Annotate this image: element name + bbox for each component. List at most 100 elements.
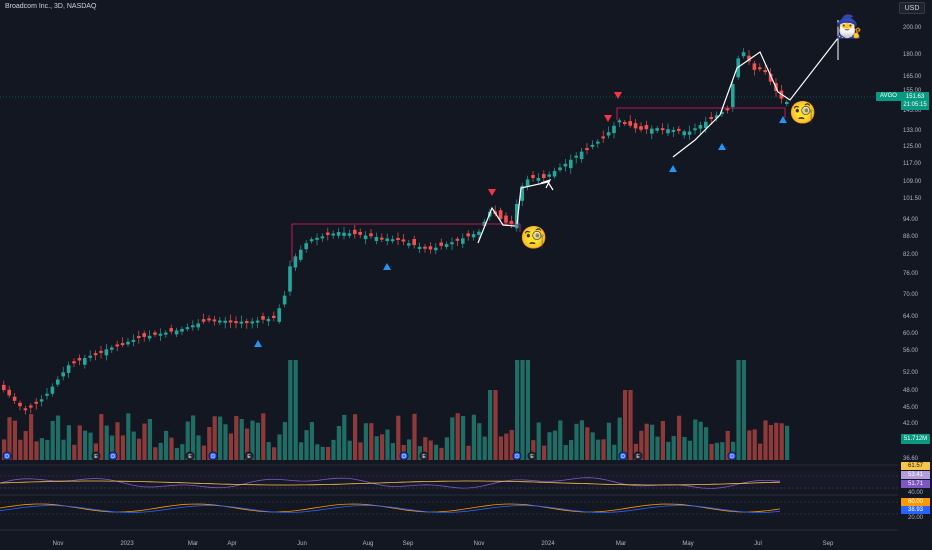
candle-body: [396, 238, 400, 241]
candle-body: [147, 335, 152, 339]
candle-body: [785, 102, 789, 104]
volume-bar: [671, 436, 676, 460]
volume-bar: [185, 421, 190, 460]
candle-body: [574, 155, 578, 158]
price-axis-label: 70.00: [903, 292, 919, 298]
volume-bar: [147, 418, 152, 460]
volume-bar: [774, 422, 779, 460]
volume-bar: [450, 417, 455, 460]
volume-bar: [704, 427, 709, 460]
volume-bar: [110, 435, 115, 460]
candle-body: [747, 55, 751, 62]
volume-bar: [261, 413, 266, 460]
candle-body: [596, 141, 600, 144]
candle-body: [639, 126, 643, 130]
stoch-d-line: [0, 505, 781, 513]
volume-bar: [596, 439, 601, 460]
earnings-marker[interactable]: E: [633, 451, 643, 461]
volume-bar: [617, 417, 622, 460]
volume-bar: [747, 430, 752, 460]
dividend-marker[interactable]: D: [512, 451, 522, 461]
candle-body: [628, 121, 632, 126]
volume-bar: [644, 423, 649, 460]
candle-body: [369, 233, 373, 237]
candle-body: [704, 121, 708, 129]
candle-body: [763, 70, 767, 73]
volume-bar: [385, 429, 390, 460]
candle-body: [693, 128, 697, 131]
candle-body: [223, 320, 227, 323]
volume-bar: [131, 431, 136, 460]
candle-body: [390, 239, 395, 242]
volume-bar: [245, 428, 250, 460]
candle-body: [407, 243, 411, 246]
volume-bar: [741, 360, 746, 460]
candle-body: [142, 333, 146, 337]
candle-body: [191, 325, 195, 328]
volume-bar: [709, 443, 714, 460]
volume-bar: [466, 445, 471, 460]
volume-bar: [509, 429, 514, 460]
magnifier-face-emoji: 🧐: [520, 226, 548, 251]
volume-bar: [288, 360, 293, 460]
candle-body: [185, 327, 190, 330]
candle-body: [439, 242, 443, 246]
volume-bar: [61, 439, 66, 460]
hand-drawn-path: [672, 37, 839, 158]
candle-body: [655, 128, 659, 131]
dividend-marker[interactable]: D: [399, 451, 409, 461]
rsi-line: [0, 477, 781, 489]
volume-bar: [660, 421, 665, 460]
volume-bar: [299, 442, 304, 460]
volume-bar: [428, 440, 433, 460]
earnings-marker[interactable]: E: [91, 451, 101, 461]
candle-body: [66, 365, 71, 373]
candle-body: [61, 372, 65, 377]
price-axis-label: 88.00: [903, 234, 919, 240]
candle-body: [131, 339, 136, 342]
currency-button[interactable]: USD: [899, 2, 925, 14]
candle-body: [23, 408, 28, 411]
svg-text:D: D: [621, 454, 625, 460]
candle-body: [363, 235, 368, 240]
candle-body: [417, 246, 422, 249]
triangle-up-icon: [779, 116, 787, 123]
candle-body: [201, 319, 206, 322]
dividend-marker[interactable]: D: [2, 451, 12, 461]
time-axis-label: Apr: [227, 541, 236, 547]
candle-body: [536, 178, 541, 181]
price-axis-label: 82.00: [903, 252, 919, 258]
earnings-marker[interactable]: E: [419, 451, 429, 461]
volume-bar: [731, 441, 736, 460]
candle-body: [455, 238, 460, 241]
rsi-ma-line: [0, 480, 781, 486]
candle-body: [293, 256, 298, 268]
volume-bar: [218, 416, 223, 460]
earnings-marker[interactable]: E: [527, 451, 537, 461]
price-axis-label: 101.50: [903, 196, 922, 202]
candle-body: [331, 233, 335, 236]
volume-bar: [358, 442, 363, 460]
dividend-marker[interactable]: D: [108, 451, 118, 461]
candle-body: [212, 319, 217, 322]
dividend-marker[interactable]: D: [727, 451, 737, 461]
dividend-marker[interactable]: D: [618, 451, 628, 461]
volume-bar: [412, 413, 417, 460]
dividend-marker[interactable]: D: [208, 451, 218, 461]
volume-bar: [239, 418, 244, 460]
volume-bar: [488, 390, 493, 460]
volume-bar: [623, 390, 628, 460]
candle-body: [677, 128, 681, 131]
candle-body: [56, 379, 60, 385]
candle-body: [423, 246, 427, 249]
earnings-marker[interactable]: E: [244, 451, 254, 461]
volume-bar: [169, 437, 174, 460]
resistance-zone: [616, 107, 786, 120]
earnings-marker[interactable]: E: [185, 451, 195, 461]
candle-body: [471, 234, 476, 238]
volume-bar: [779, 423, 784, 460]
candle-body: [266, 318, 271, 322]
candle-body: [342, 232, 346, 236]
